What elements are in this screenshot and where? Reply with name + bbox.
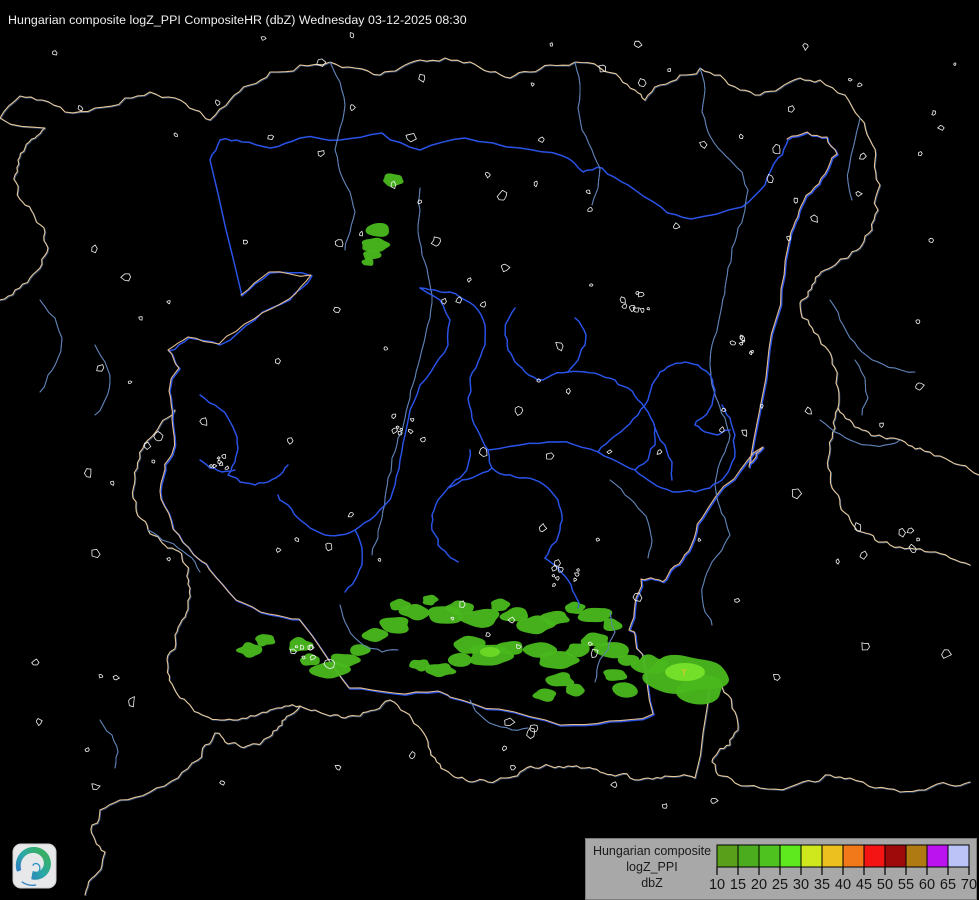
svg-text:50: 50 [877,877,893,893]
svg-text:70: 70 [961,877,977,893]
svg-text:10: 10 [709,877,725,893]
svg-text:25: 25 [772,877,788,893]
svg-text:15: 15 [730,877,746,893]
svg-text:40: 40 [835,877,851,893]
svg-text:T: T [681,668,687,678]
svg-text:35: 35 [814,877,830,893]
svg-text:20: 20 [751,877,767,893]
svg-text:45: 45 [856,877,872,893]
svg-text:55: 55 [898,877,914,893]
svg-text:60: 60 [919,877,935,893]
svg-text:30: 30 [793,877,809,893]
svg-text:65: 65 [940,877,956,893]
